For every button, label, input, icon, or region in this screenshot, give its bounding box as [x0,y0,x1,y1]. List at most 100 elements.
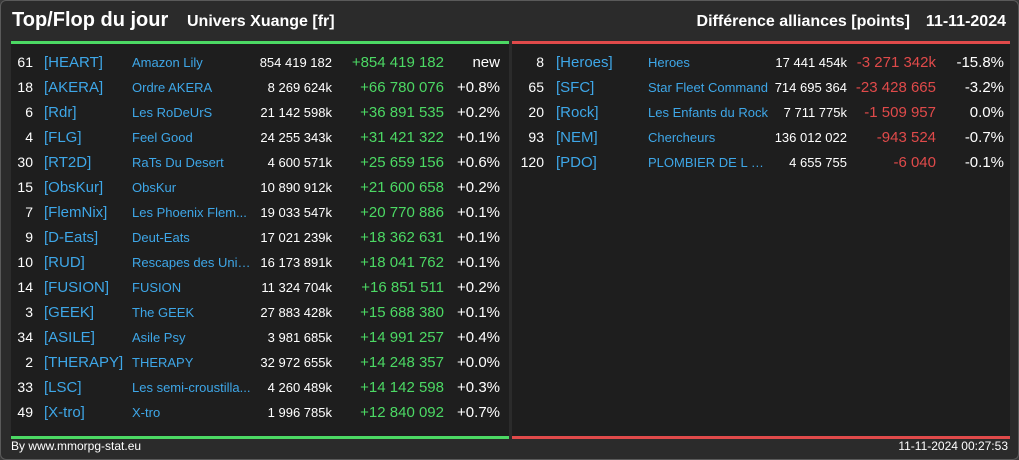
alliance-tag-link[interactable]: [FLG] [44,129,82,146]
alliance-tag-link[interactable]: [PDO] [556,154,597,171]
score-delta: +14 142 598 [360,379,444,396]
alliance-rank: 7 [25,204,33,220]
alliance-tag-link[interactable]: [Rock] [556,104,599,121]
alliance-tag-link[interactable]: [X-tro] [44,404,85,421]
alliance-rank: 9 [25,229,33,245]
alliance-tag-link[interactable]: [THERAPY] [44,354,124,371]
delta-percent: +0.6% [457,154,500,171]
score-delta: +14 991 257 [360,329,444,346]
score-delta: -1 509 957 [864,104,936,121]
alliance-name-link[interactable]: Chercheurs [648,130,716,145]
alliance-score: 7 711 775k [783,105,847,120]
alliance-name-link[interactable]: Ordre AKERA [132,80,213,95]
alliance-name-link[interactable]: RaTs Du Desert [132,155,224,170]
alliance-name-link[interactable]: Deut-Eats [132,230,190,245]
alliance-rank: 120 [520,154,544,170]
alliance-name-link[interactable]: Feel Good [132,130,193,145]
header-right: Différence alliances [points] 11-11-2024 [697,13,1006,31]
alliance-name-link[interactable]: THERAPY [132,355,194,370]
table-row: 120 [PDO] PLOMBIER DE L O... 4 655 755 -6 04… [512,150,1010,175]
score-delta: -3 271 342k [856,54,936,71]
timestamp: 11-11-2024 00:27:53 [898,439,1008,453]
alliance-rank: 3 [25,304,33,320]
alliance-rank: 8 [536,54,544,70]
alliance-name-link[interactable]: X-tro [132,405,161,420]
delta-percent: +0.2% [457,279,500,296]
subtitle: Différence alliances [points] [696,13,910,30]
alliance-tag-link[interactable]: [ObsKur] [44,179,104,196]
table-row: 33 [LSC] Les semi-croustilla... 4 260 489k +… [11,375,509,400]
alliance-name-link[interactable]: FUSION [132,280,182,295]
alliance-tag-link[interactable]: [FUSION] [44,279,110,296]
alliance-name-link[interactable]: Les semi-croustilla... [132,380,251,395]
alliance-tag-link[interactable]: [FlemNix] [44,204,108,221]
table-row: 30 [RT2D] RaTs Du Desert 4 600 571k +25 659 … [11,150,509,175]
delta-percent: new [472,54,500,71]
alliance-name-link[interactable]: Star Fleet Command [648,80,768,95]
alliance-tag-link[interactable]: [HEART] [44,54,103,71]
score-delta: +854 419 182 [351,54,444,71]
alliance-name-link[interactable]: Rescapes des Univ... [132,255,252,270]
source-credit[interactable]: By www.mmorpg-stat.eu [11,439,142,453]
flop-panel-bottom-bar [512,436,1010,439]
alliance-tag-link[interactable]: [LSC] [44,379,82,396]
alliance-tag-link[interactable]: [Heroes] [556,54,613,71]
alliance-tag-link[interactable]: [NEM] [556,129,598,146]
alliance-tag-link[interactable]: [SFC] [556,79,595,96]
alliance-score: 4 600 571k [267,155,332,170]
score-delta: +15 688 380 [360,304,444,321]
delta-percent: +0.3% [457,379,500,396]
alliance-tag-link[interactable]: [AKERA] [44,79,104,96]
header-date: 11-11-2024 [925,13,1006,30]
alliance-name-link[interactable]: Amazon Lily [132,55,203,70]
alliance-name-link[interactable]: ObsKur [132,180,177,195]
table-row: 93 [NEM] Chercheurs 136 012 022 -943 524 -0.7… [512,125,1010,150]
score-delta: -23 428 665 [855,79,936,96]
table-row: 14 [FUSION] FUSION 11 324 704k +16 851 511 +0… [11,275,509,300]
alliance-name-link[interactable]: Les Phoenix Flem... [132,205,247,220]
alliance-tag-link[interactable]: [RT2D] [44,154,92,171]
alliance-score: 10 890 912k [260,180,332,195]
table-row: 65 [SFC] Star Fleet Command 714 695 364 -23 … [512,75,1010,100]
alliance-tag-link[interactable]: [Rdr] [44,104,77,121]
alliance-tag-link[interactable]: [RUD] [44,254,85,271]
alliance-tag-link[interactable]: [GEEK] [44,304,95,321]
score-delta: -943 524 [876,129,936,146]
alliance-name-link[interactable]: Les Enfants du Rock [648,105,768,120]
alliance-tag-link[interactable]: [ASILE] [44,329,95,346]
alliance-rank: 34 [17,329,33,345]
table-row: 49 [X-tro] X-tro 1 996 785k +12 840 092 +0.7% [11,400,509,425]
delta-percent: +0.7% [457,404,500,421]
alliance-rank: 33 [17,379,33,395]
alliance-score: 4 655 755 [789,155,847,170]
table-row: 15 [ObsKur] ObsKur 10 890 912k +21 600 658 +0… [11,175,509,200]
score-delta: +20 770 886 [360,204,444,221]
alliance-name-link[interactable]: Les RoDeUrS [132,105,213,120]
score-delta: +18 362 631 [360,229,444,246]
alliance-tag-link[interactable]: [D-Eats] [44,229,99,246]
delta-percent: +0.1% [457,304,500,321]
alliance-name-link[interactable]: PLOMBIER DE L O... [648,155,770,170]
score-delta: +66 780 076 [360,79,444,96]
table-row: 3 [GEEK] The GEEK 27 883 428k +15 688 380 +0.… [11,300,509,325]
delta-percent: +0.8% [457,79,500,96]
alliance-score: 17 441 454k [775,55,847,70]
table-row: 10 [RUD] Rescapes des Univ... 16 173 891k +1… [11,250,509,275]
alliance-rank: 2 [25,354,33,370]
alliance-rank: 61 [17,54,33,70]
alliance-rank: 65 [528,79,544,95]
delta-percent: +0.4% [457,329,500,346]
alliance-rank: 93 [528,129,544,145]
alliance-name-link[interactable]: Heroes [648,55,690,70]
score-delta: +16 851 511 [361,279,444,296]
alliance-score: 32 972 655k [260,355,332,370]
alliance-rank: 30 [17,154,33,170]
alliance-rank: 4 [25,129,33,145]
alliance-rank: 15 [17,179,33,195]
alliance-name-link[interactable]: The GEEK [132,305,195,320]
alliance-score: 1 996 785k [267,405,332,420]
alliance-name-link[interactable]: Asile Psy [132,330,186,345]
score-delta: +14 248 357 [360,354,444,371]
score-delta: -6 040 [893,154,936,171]
table-row: 34 [ASILE] Asile Psy 3 981 685k +14 991 257 +… [11,325,509,350]
